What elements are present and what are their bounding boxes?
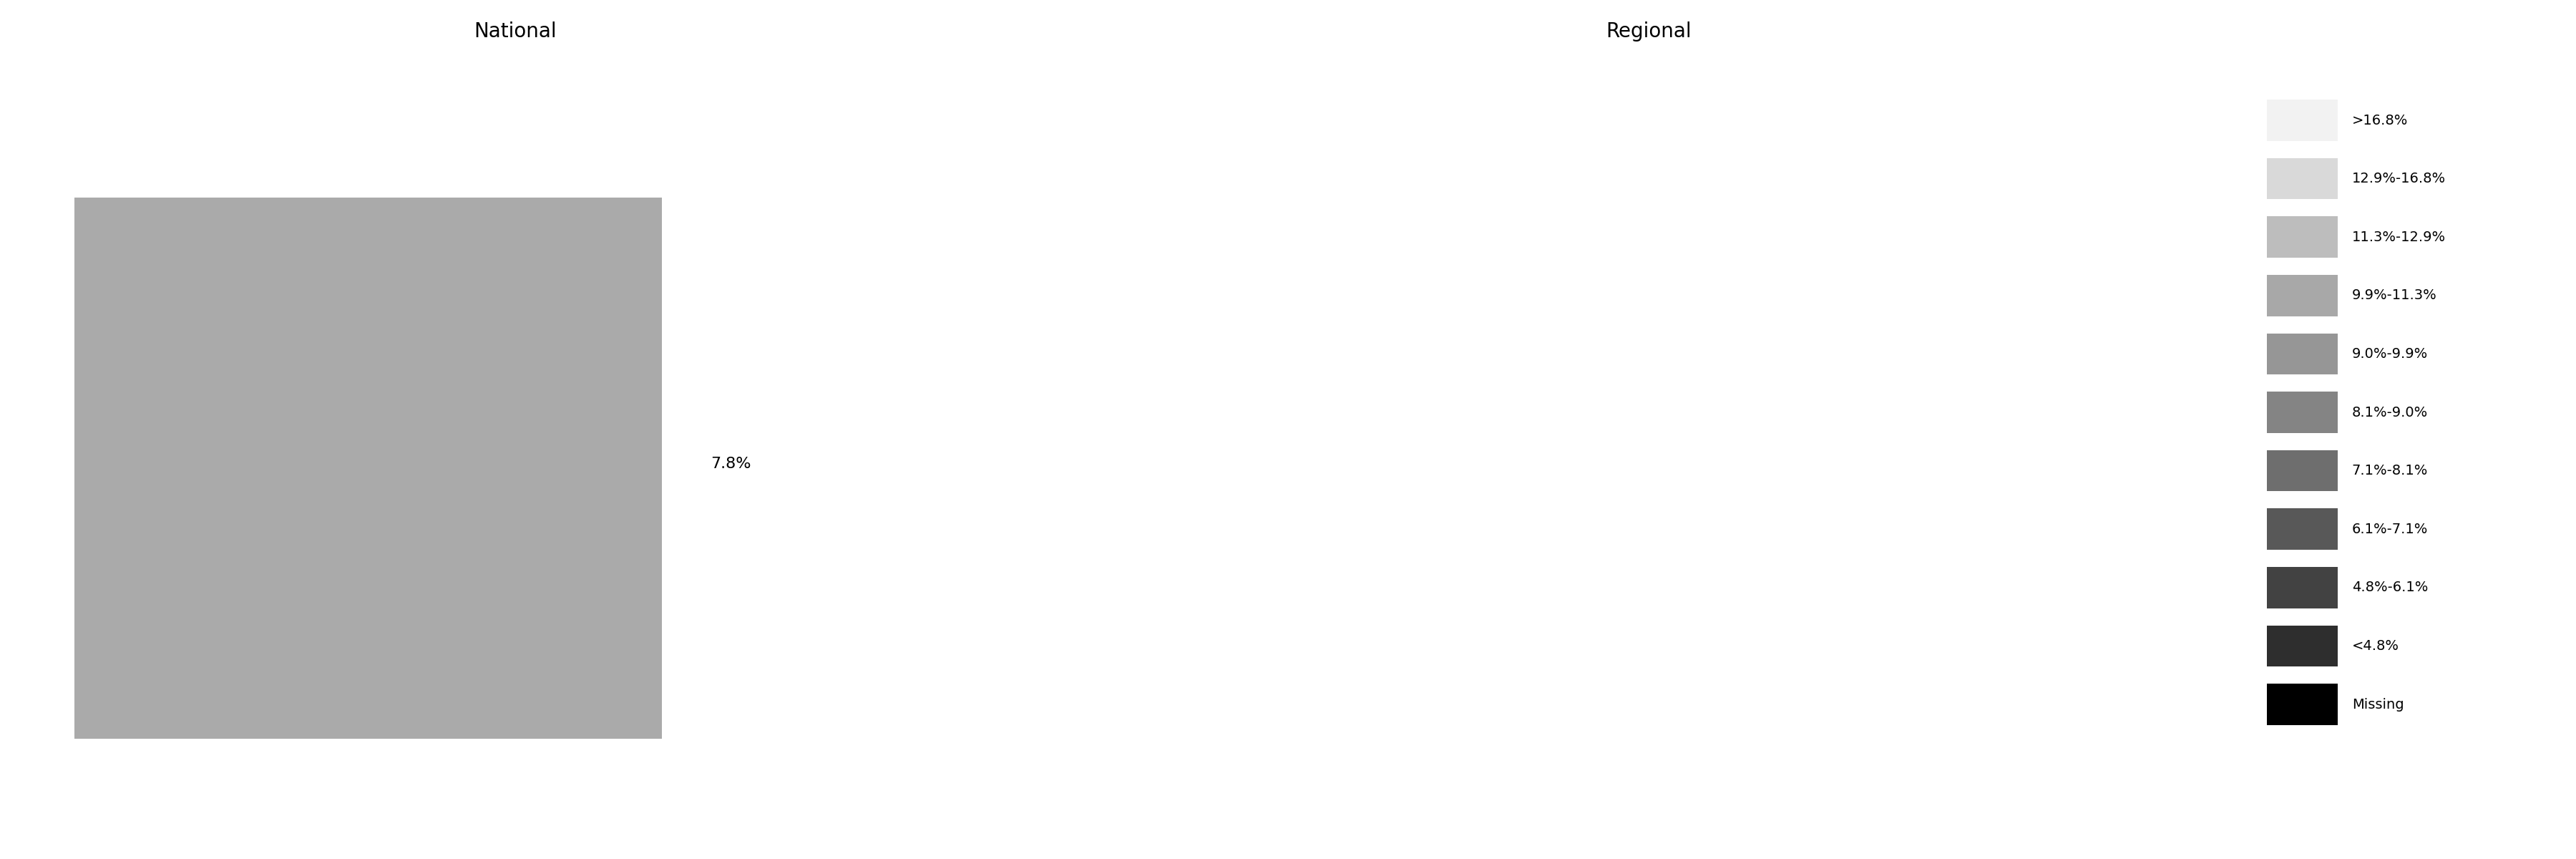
Bar <box>2267 100 2339 141</box>
Bar <box>75 198 662 739</box>
Text: >16.8%: >16.8% <box>2352 113 2409 127</box>
Bar <box>2267 158 2339 199</box>
Text: 7.1%-8.1%: 7.1%-8.1% <box>2352 464 2429 478</box>
Bar <box>2267 684 2339 725</box>
Bar <box>2267 509 2339 550</box>
Text: 4.8%-6.1%: 4.8%-6.1% <box>2352 581 2429 594</box>
Text: 7.8%: 7.8% <box>711 457 752 471</box>
Title: Regional: Regional <box>1605 21 1692 41</box>
Text: 11.3%-12.9%: 11.3%-12.9% <box>2352 230 2445 244</box>
Text: <4.8%: <4.8% <box>2352 639 2398 653</box>
Text: 9.0%-9.9%: 9.0%-9.9% <box>2352 347 2429 361</box>
Bar <box>2267 625 2339 667</box>
Text: Missing: Missing <box>2352 698 2403 711</box>
Text: 8.1%-9.0%: 8.1%-9.0% <box>2352 405 2429 419</box>
Text: 12.9%-16.8%: 12.9%-16.8% <box>2352 172 2445 186</box>
Text: 9.9%-11.3%: 9.9%-11.3% <box>2352 289 2437 302</box>
Bar <box>2267 392 2339 433</box>
Text: 6.1%-7.1%: 6.1%-7.1% <box>2352 522 2429 536</box>
Title: National: National <box>474 21 556 41</box>
Bar <box>2267 275 2339 316</box>
Bar <box>2267 450 2339 491</box>
Bar <box>2267 567 2339 608</box>
Bar <box>2267 333 2339 375</box>
Bar <box>2267 216 2339 258</box>
